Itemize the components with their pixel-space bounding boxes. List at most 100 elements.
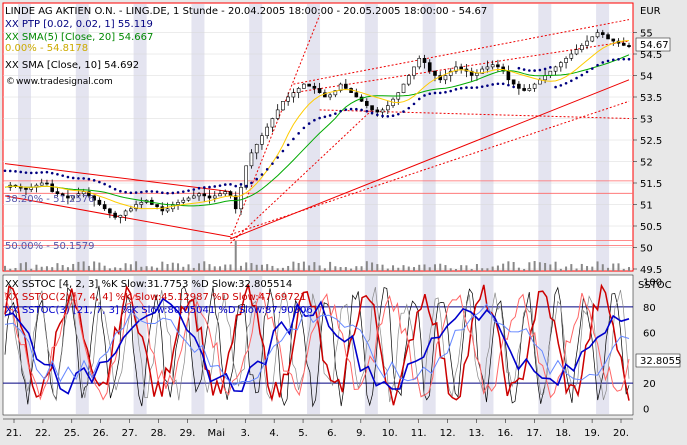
ptp-dot	[271, 162, 274, 165]
ptp-dot	[234, 184, 238, 188]
candle-body	[317, 88, 322, 94]
volume-bar	[224, 264, 227, 271]
ptp-dot	[475, 86, 479, 89]
volume-bar	[98, 262, 101, 271]
stochastic-series	[4, 283, 630, 408]
ptp-dot	[161, 191, 164, 195]
date-tick-label: 21.	[6, 428, 22, 439]
sma10-line	[4, 40, 630, 210]
candle-body	[385, 105, 390, 111]
candle-body	[522, 88, 526, 91]
ptp-dot	[386, 115, 390, 118]
ptp-dot	[297, 132, 300, 135]
ptp-dot	[454, 88, 458, 91]
ptp-dot	[276, 156, 279, 159]
ptp-dot	[349, 107, 353, 111]
date-tick-label: 17.	[526, 428, 542, 439]
volume-bar	[260, 264, 263, 271]
volume-bar	[418, 264, 421, 271]
currency-label: EUR	[640, 6, 661, 17]
candle-body	[307, 83, 311, 87]
candle-body	[543, 75, 547, 81]
candle-body	[590, 36, 595, 42]
candle-body	[254, 144, 259, 154]
volume-bar	[512, 262, 515, 271]
copyright-icon: ©	[6, 77, 15, 87]
volume-bar	[19, 263, 22, 271]
ptp-dot	[554, 85, 557, 89]
ptp-dot	[412, 102, 416, 106]
candle-body	[197, 193, 201, 197]
ptp-dot	[255, 177, 258, 181]
sma20-line	[4, 54, 630, 207]
candle-body	[548, 70, 553, 76]
price-tick-label: 52	[640, 158, 653, 169]
legend-sma20: XX SMA(5) [Close, 20] 54.667	[5, 32, 153, 43]
ptp-dot	[496, 82, 500, 86]
ptp-dot	[71, 176, 75, 180]
ptp-dot	[281, 149, 285, 153]
price-tick-label: 55	[640, 29, 653, 40]
candle-body	[333, 90, 338, 96]
sstoc3-k	[4, 297, 630, 395]
volume-bar	[66, 267, 69, 271]
candle-body	[569, 53, 574, 59]
candle-body	[312, 85, 317, 89]
candle-body	[45, 182, 49, 185]
ptp-dot	[606, 59, 610, 63]
fib-label-50: 50.00% - 50.1579	[5, 241, 94, 252]
volume-bar	[413, 267, 416, 271]
candle-body	[223, 191, 228, 195]
volume-bar	[454, 268, 457, 271]
ptp-dot	[197, 186, 201, 190]
candle-body	[302, 83, 306, 89]
candle-body	[585, 40, 589, 46]
candle-body	[580, 45, 584, 51]
trend-line	[4, 163, 231, 193]
volume-bar	[528, 262, 531, 271]
volume-bar	[533, 261, 536, 271]
ptp-dot	[56, 173, 59, 176]
volume-bar	[355, 266, 358, 271]
candle-body	[275, 109, 280, 119]
ptp-dot	[507, 83, 510, 87]
volume-bar	[329, 261, 332, 271]
ptp-dot	[381, 114, 384, 118]
candle-body	[454, 66, 458, 72]
volume-bar	[192, 267, 195, 271]
ptp-dot	[480, 85, 484, 88]
volume-bar	[161, 261, 164, 271]
candle-body	[559, 62, 563, 68]
ptp-dot	[87, 177, 91, 181]
volume-bar	[77, 261, 80, 271]
volume-bar	[596, 261, 599, 271]
volume-bar	[156, 267, 159, 271]
ptp-dot	[543, 67, 547, 71]
ptp-dot	[564, 81, 568, 85]
candle-body	[71, 195, 75, 199]
volume-bar	[14, 267, 17, 271]
ptp-dot	[150, 190, 154, 193]
volume-bar	[177, 263, 180, 271]
candle-body	[370, 105, 374, 111]
date-tick-label: 16.	[497, 428, 513, 439]
candle-body	[118, 214, 123, 218]
ptp-dot	[391, 114, 395, 118]
volume-bar	[187, 264, 190, 271]
candle-body	[76, 193, 81, 197]
price-panel: LINDE AG AKTIEN O.N. - LING.DE, 1 Stunde…	[2, 2, 634, 272]
volume-bars	[4, 241, 630, 271]
candle-body	[480, 68, 484, 74]
date-tick-label: 26.	[93, 428, 109, 439]
candle-body	[139, 202, 144, 205]
volume-bar	[135, 261, 138, 271]
ptp-dot	[260, 173, 264, 176]
candle-body	[66, 195, 70, 199]
ptp-dot	[307, 122, 311, 125]
ptp-dot	[229, 183, 232, 186]
sstoc2-d	[4, 291, 630, 401]
volume-bar	[150, 266, 153, 271]
volume-bar	[475, 264, 478, 271]
